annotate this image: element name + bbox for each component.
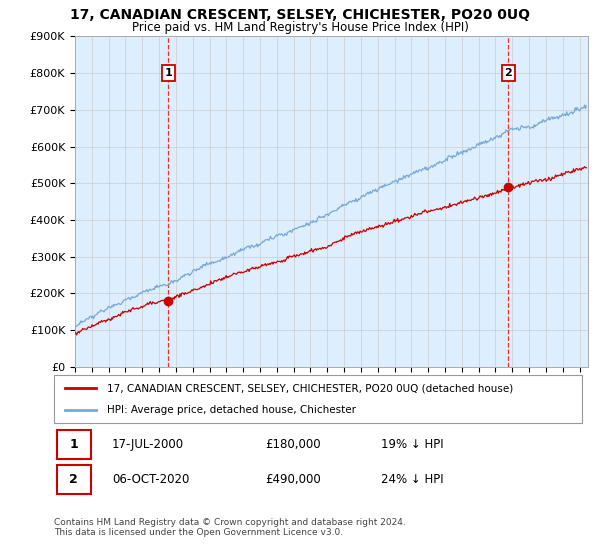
Text: 17, CANADIAN CRESCENT, SELSEY, CHICHESTER, PO20 0UQ (detached house): 17, CANADIAN CRESCENT, SELSEY, CHICHESTE…: [107, 383, 513, 393]
Text: £180,000: £180,000: [265, 438, 321, 451]
Text: 17, CANADIAN CRESCENT, SELSEY, CHICHESTER, PO20 0UQ: 17, CANADIAN CRESCENT, SELSEY, CHICHESTE…: [70, 8, 530, 22]
Text: 24% ↓ HPI: 24% ↓ HPI: [382, 473, 444, 486]
Text: Price paid vs. HM Land Registry's House Price Index (HPI): Price paid vs. HM Land Registry's House …: [131, 21, 469, 34]
FancyBboxPatch shape: [56, 465, 91, 494]
Text: 17-JUL-2000: 17-JUL-2000: [112, 438, 184, 451]
Text: 1: 1: [164, 68, 172, 78]
Text: £490,000: £490,000: [265, 473, 321, 486]
Text: 19% ↓ HPI: 19% ↓ HPI: [382, 438, 444, 451]
Text: 2: 2: [505, 68, 512, 78]
FancyBboxPatch shape: [56, 430, 91, 459]
Text: 1: 1: [69, 438, 78, 451]
Text: Contains HM Land Registry data © Crown copyright and database right 2024.
This d: Contains HM Land Registry data © Crown c…: [54, 518, 406, 538]
Text: 2: 2: [69, 473, 78, 486]
Text: HPI: Average price, detached house, Chichester: HPI: Average price, detached house, Chic…: [107, 405, 356, 415]
Text: 06-OCT-2020: 06-OCT-2020: [112, 473, 190, 486]
